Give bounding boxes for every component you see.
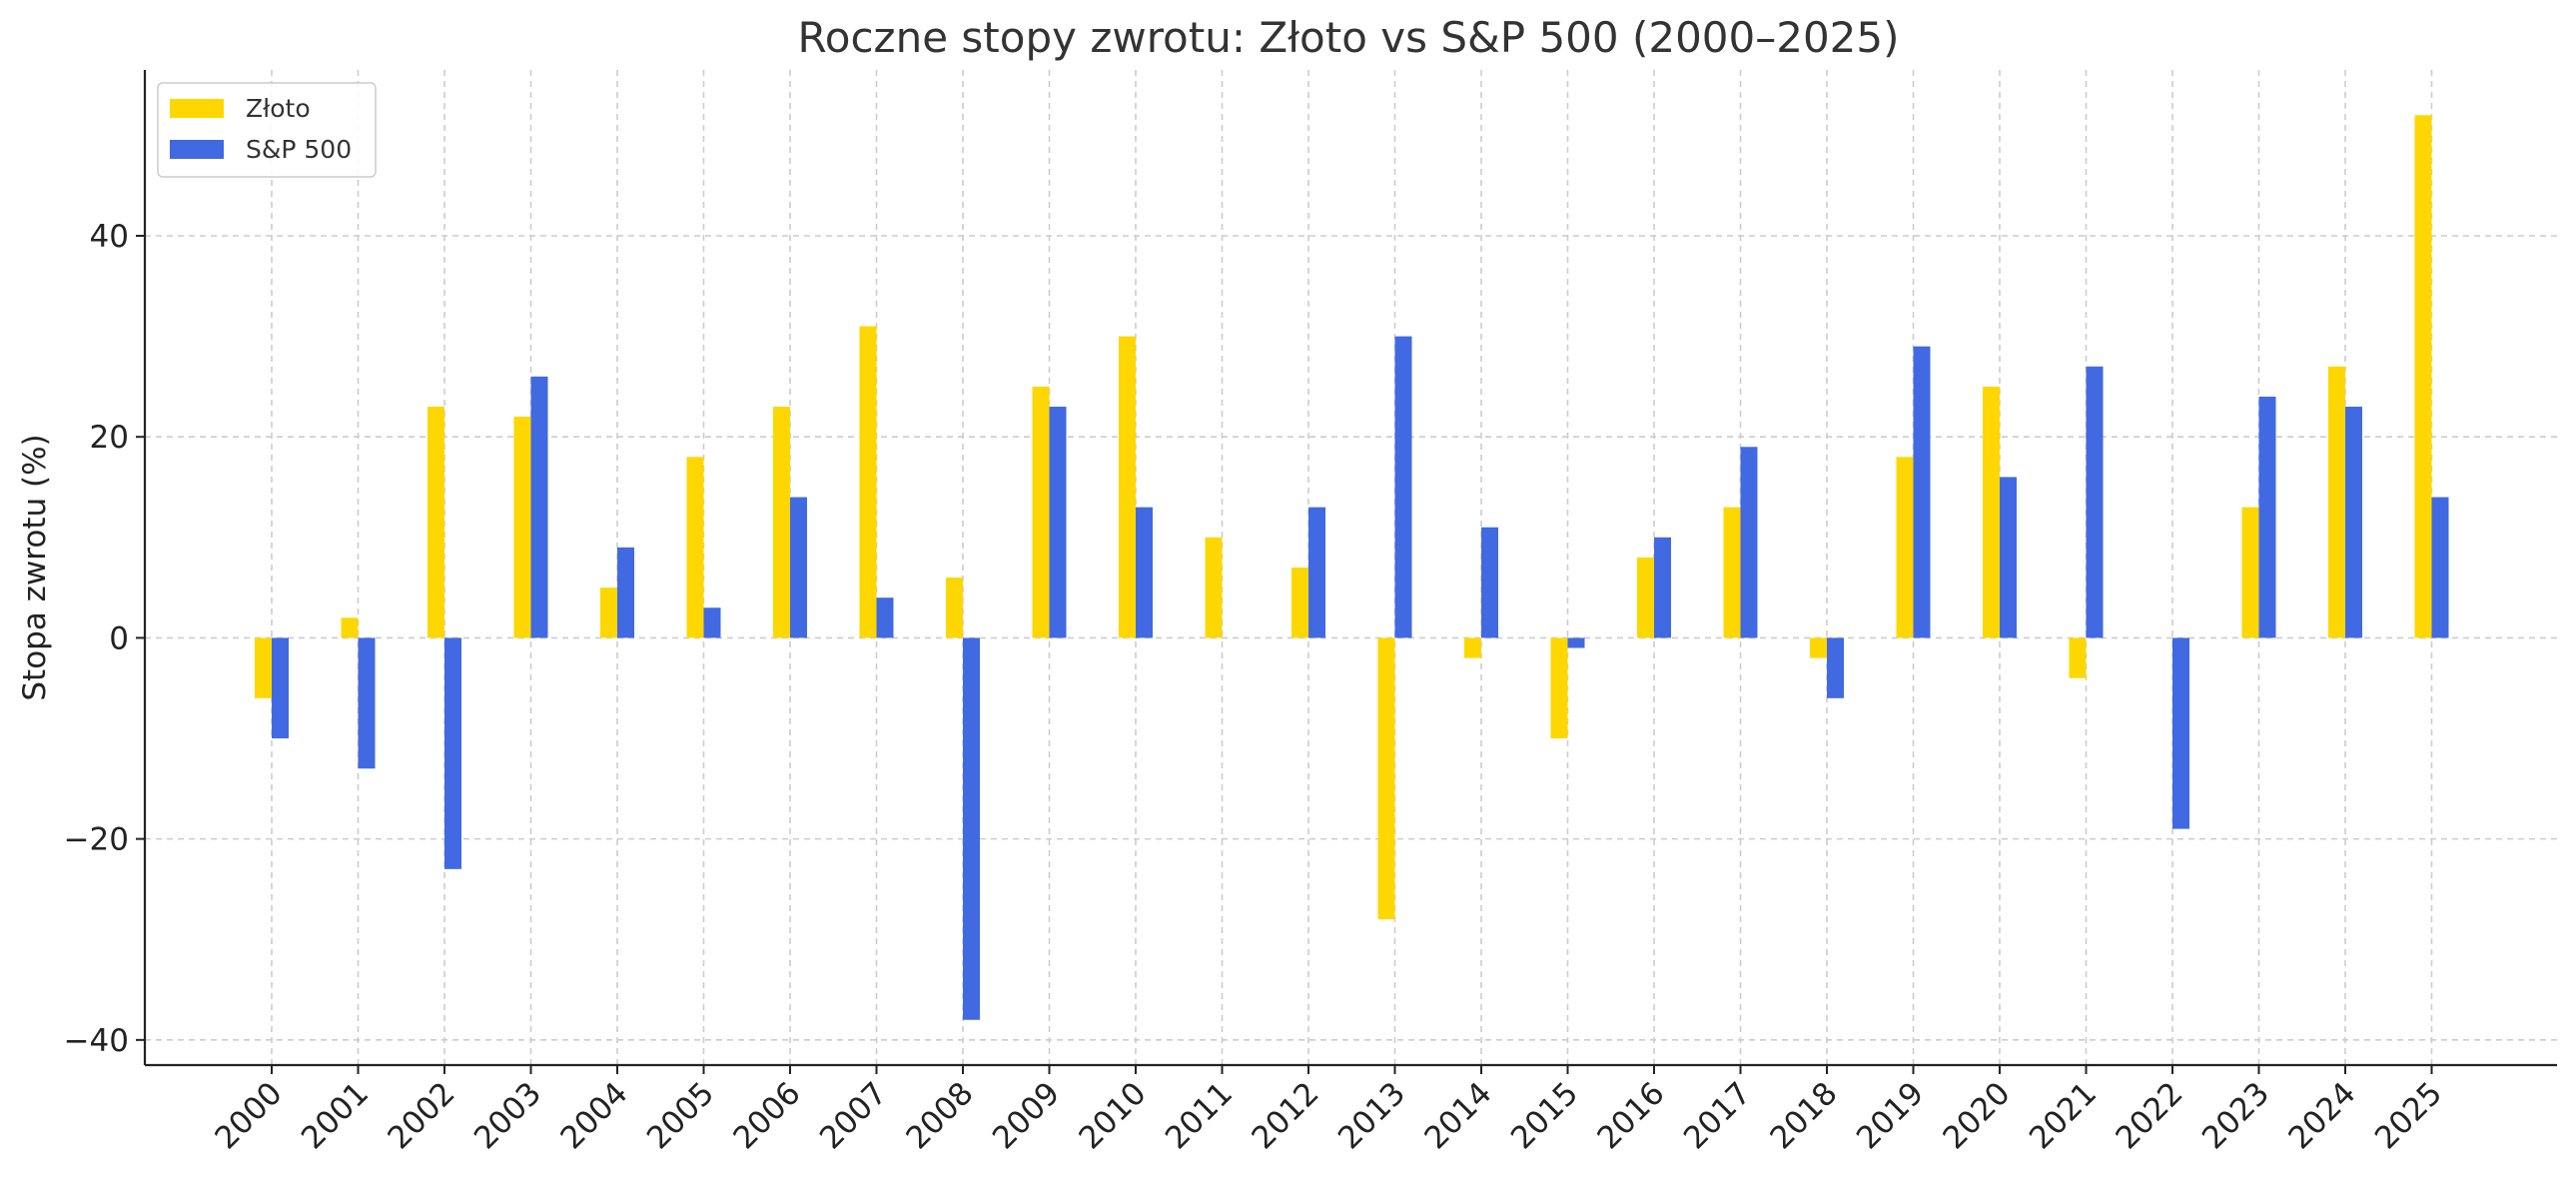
bar-sp500-2002 [444,637,461,869]
bar-sp500-2015 [1567,637,1585,648]
x-tick-label: 2024 [2281,1075,2362,1156]
bar-zloto-2021 [2069,637,2087,678]
y-tick-label: −20 [64,822,129,858]
x-tick-label: 2005 [640,1075,721,1156]
x-tick-label: 2013 [1331,1075,1412,1156]
x-tick-label: 2004 [553,1075,634,1156]
x-tick-label: 2018 [1763,1075,1844,1156]
bar-zloto-2000 [255,637,272,698]
bar-zloto-2017 [1723,507,1741,638]
bar-zloto-2019 [1896,457,1914,638]
bar-zloto-2013 [1377,637,1395,920]
x-tick-label: 2010 [1072,1075,1153,1156]
bar-zloto-2001 [341,617,359,638]
bar-zloto-2002 [428,407,444,638]
x-tick-label: 2023 [2195,1075,2276,1156]
legend-label: S&P 500 [246,135,352,164]
bar-sp500-2018 [1827,637,1844,698]
x-tick-label: 2001 [295,1075,376,1156]
bar-sp500-2008 [963,637,980,1020]
bar-sp500-2009 [1049,407,1067,638]
bar-zloto-2024 [2328,366,2345,638]
bar-zloto-2005 [686,457,704,638]
bar-sp500-2013 [1394,336,1412,638]
x-tick-label: 2020 [1936,1075,2017,1156]
bar-sp500-2001 [358,637,376,769]
x-tick-label: 2016 [1590,1075,1671,1156]
bar-zloto-2014 [1464,637,1481,658]
bar-sp500-2000 [272,637,289,739]
x-tick-label: 2006 [726,1075,807,1156]
bar-sp500-2016 [1654,537,1671,638]
x-tick-label: 2011 [1159,1075,1240,1156]
legend-swatch [170,140,224,159]
y-axis-label: Stopa zwrotu (%) [17,434,53,700]
chart-title: Roczne stopy zwrotu: Złoto vs S&P 500 (2… [797,13,1899,62]
bar-zloto-2008 [946,578,963,638]
bar-sp500-2006 [790,497,807,638]
bar-sp500-2023 [2258,396,2276,638]
x-tick-label: 2000 [208,1075,289,1156]
x-tick-label: 2017 [1677,1075,1758,1156]
bars-layer [255,115,2449,1020]
x-tick-label: 2002 [381,1075,461,1156]
bar-sp500-2017 [1740,447,1758,638]
bar-sp500-2010 [1136,507,1153,638]
x-tick-label: 2008 [899,1075,980,1156]
bar-sp500-2007 [876,597,894,638]
bar-zloto-2020 [1983,386,2000,638]
bar-zloto-2011 [1205,537,1223,638]
legend-swatch [170,99,224,118]
y-tick-label: −40 [64,1023,129,1059]
bar-zloto-2025 [2414,115,2432,638]
bar-sp500-2021 [2086,366,2104,638]
bar-sp500-2024 [2345,407,2362,638]
x-tick-label: 2015 [1504,1075,1585,1156]
bar-zloto-2007 [859,326,877,638]
x-tick-label: 2025 [2368,1075,2449,1156]
x-tick-label: 2021 [2023,1075,2104,1156]
bar-sp500-2022 [2172,637,2189,829]
bar-zloto-2023 [2241,507,2259,638]
y-tick-label: 40 [90,219,129,255]
bar-zloto-2018 [1810,637,1827,658]
legend: Złoto S&P 500 [157,82,377,178]
bar-sp500-2004 [617,547,634,638]
x-tick-label: 2012 [1245,1075,1325,1156]
bar-sp500-2025 [2431,497,2449,638]
bar-sp500-2020 [2000,477,2017,638]
x-tick-label: 2019 [1850,1075,1931,1156]
axes-layer [143,70,2557,1067]
x-tick-label: 2014 [1417,1075,1498,1156]
bar-sp500-2003 [530,376,548,638]
x-tick-label: 2009 [986,1075,1067,1156]
y-tick-label: 20 [90,420,129,456]
bar-sp500-2014 [1481,527,1498,638]
bar-zloto-2016 [1637,557,1654,638]
x-tick-label: 2003 [467,1075,548,1156]
bar-zloto-2004 [600,588,617,638]
bar-zloto-2009 [1032,386,1050,638]
bar-sp500-2005 [703,607,721,638]
bar-zloto-2010 [1119,336,1136,638]
bar-zloto-2015 [1550,637,1568,739]
bar-sp500-2012 [1308,507,1325,638]
x-tick-label: 2022 [2109,1075,2189,1156]
x-tick-label: 2007 [813,1075,894,1156]
bar-zloto-2003 [513,417,531,638]
bar-sp500-2019 [1913,346,1931,638]
y-tick-label: 0 [109,620,129,656]
bar-zloto-2012 [1291,568,1308,638]
grid-layer [145,70,2557,1065]
bar-zloto-2006 [773,407,790,638]
legend-label: Złoto [246,94,311,123]
